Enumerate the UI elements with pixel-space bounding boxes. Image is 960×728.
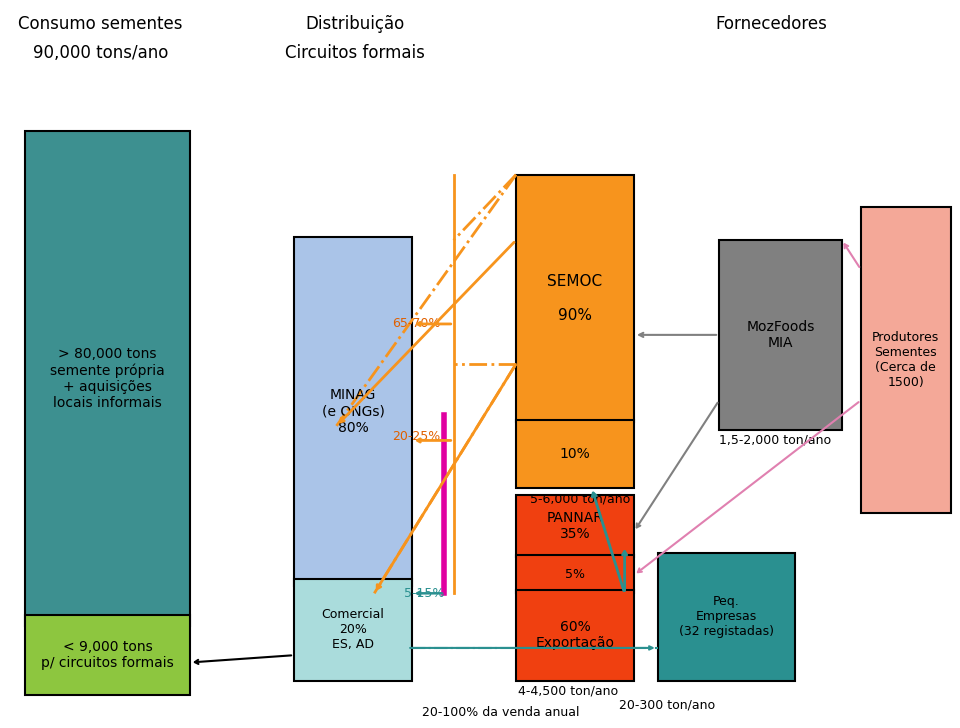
Text: SEMOC

90%: SEMOC 90% xyxy=(547,274,603,323)
Text: Circuitos formais: Circuitos formais xyxy=(285,44,425,62)
Text: > 80,000 tons
semente própria
+ aquisições
locais informais: > 80,000 tons semente própria + aquisiçõ… xyxy=(50,347,165,410)
Text: Peq.
Empresas
(32 registadas): Peq. Empresas (32 registadas) xyxy=(679,596,774,638)
Text: MozFoods
MIA: MozFoods MIA xyxy=(746,320,815,350)
Text: 20-300 ton/ano: 20-300 ton/ano xyxy=(619,699,715,712)
Text: 5-15%: 5-15% xyxy=(404,587,444,600)
Text: 4-4,500 ton/ano: 4-4,500 ton/ano xyxy=(517,684,618,697)
Text: Consumo sementes: Consumo sementes xyxy=(18,15,182,33)
FancyBboxPatch shape xyxy=(25,615,190,695)
Text: 5-6,000 ton/ano: 5-6,000 ton/ano xyxy=(530,493,631,506)
Text: PANNAR
35%: PANNAR 35% xyxy=(546,511,604,541)
FancyBboxPatch shape xyxy=(516,420,634,488)
Text: 5%: 5% xyxy=(565,568,585,581)
Text: 65-70%: 65-70% xyxy=(392,317,441,331)
Text: 90,000 tons/ano: 90,000 tons/ano xyxy=(33,44,168,62)
Text: Comercial
20%
ES, AD: Comercial 20% ES, AD xyxy=(322,608,384,652)
FancyBboxPatch shape xyxy=(294,237,412,586)
Text: MINAG
(e ONGs)
80%: MINAG (e ONGs) 80% xyxy=(322,388,384,435)
FancyBboxPatch shape xyxy=(516,175,634,422)
FancyBboxPatch shape xyxy=(516,495,634,557)
Text: Fornecedores: Fornecedores xyxy=(715,15,827,33)
Text: 20-25%: 20-25% xyxy=(392,430,441,443)
Text: 1,5-2,000 ton/ano: 1,5-2,000 ton/ano xyxy=(719,434,831,447)
Text: 20-100% da venda anual: 20-100% da venda anual xyxy=(421,706,579,719)
Text: Distribuição: Distribuição xyxy=(306,15,405,33)
FancyBboxPatch shape xyxy=(516,590,634,681)
FancyBboxPatch shape xyxy=(861,207,950,513)
Text: 10%: 10% xyxy=(560,447,590,461)
FancyBboxPatch shape xyxy=(658,553,795,681)
Text: Produtores
Sementes
(Cerca de
1500): Produtores Sementes (Cerca de 1500) xyxy=(872,331,939,389)
FancyBboxPatch shape xyxy=(294,579,412,681)
FancyBboxPatch shape xyxy=(516,555,634,593)
Text: < 9,000 tons
p/ circuitos formais: < 9,000 tons p/ circuitos formais xyxy=(41,640,174,670)
FancyBboxPatch shape xyxy=(25,131,190,626)
FancyBboxPatch shape xyxy=(719,240,842,430)
Text: 60%
Exportação: 60% Exportação xyxy=(536,620,614,650)
